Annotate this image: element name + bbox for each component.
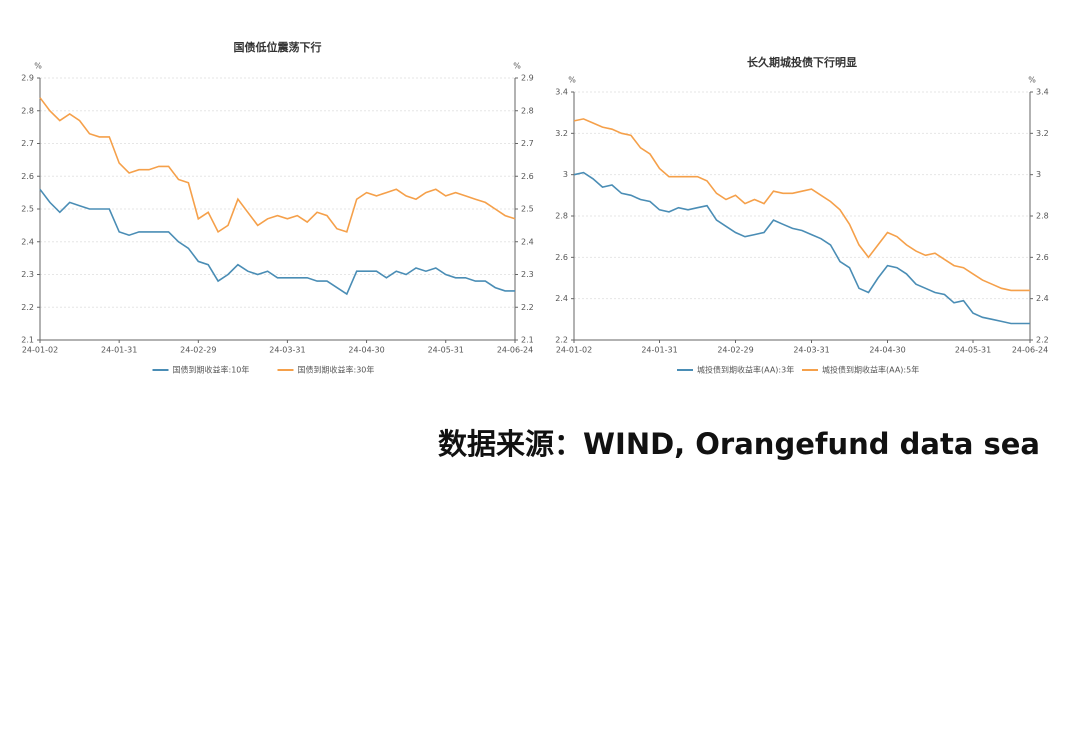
y-tick-label: 2.6 <box>21 172 34 181</box>
chart-title: 国债低位震荡下行 <box>234 40 322 54</box>
series-line <box>573 118 1030 292</box>
source-note: 数据来源：WIND, Orangefund data sea <box>438 427 1040 461</box>
legend-label: 城投债到期收益率(AA):5年 <box>822 365 919 375</box>
legend-label: 国债到期收益率:10年 <box>173 365 250 375</box>
y-tick-label: 2.2 <box>21 303 34 312</box>
y-tick-label: 2.1 <box>21 336 34 345</box>
y-tick-label: 3.4 <box>555 88 568 97</box>
y-tick-label: 2.7 <box>21 139 34 148</box>
y-tick-label: 2.3 <box>21 270 34 279</box>
y2-tick-label: 2.4 <box>1036 294 1049 303</box>
legend-label: 城投债到期收益率(AA):3年 <box>697 365 794 375</box>
y-unit: % <box>34 62 42 71</box>
y-unit: % <box>568 76 576 85</box>
legend-label: 国债到期收益率:30年 <box>298 365 375 375</box>
x-tick-label: 24-05-31 <box>955 346 991 355</box>
y2-tick-label: 2.5 <box>521 205 534 214</box>
x-tick-label: 24-02-29 <box>180 346 216 355</box>
x-tick-label: 24-01-31 <box>641 346 677 355</box>
y-tick-label: 2.5 <box>21 205 34 214</box>
x-tick-label: 24-03-31 <box>793 346 829 355</box>
x-tick-label: 24-04-30 <box>869 346 905 355</box>
y2-tick-label: 2.3 <box>521 270 534 279</box>
x-tick-label: 24-01-02 <box>22 346 58 355</box>
y2-tick-label: 2.8 <box>521 106 534 115</box>
y2-tick-label: 2.1 <box>521 336 534 345</box>
x-tick-label: 24-01-02 <box>556 346 592 355</box>
x-tick-label: 24-04-30 <box>348 346 384 355</box>
y-tick-label: 2.2 <box>555 336 568 345</box>
y2-tick-label: 2.9 <box>521 74 534 83</box>
series-line <box>39 188 515 296</box>
y-tick-label: 2.8 <box>21 106 34 115</box>
x-tick-label: 24-06-24 <box>497 346 533 355</box>
y2-tick-label: 2.4 <box>521 237 534 246</box>
y-tick-label: 2.8 <box>555 212 568 221</box>
y2-tick-label: 2.2 <box>1036 336 1049 345</box>
series-line <box>39 97 516 234</box>
y-tick-label: 2.4 <box>21 237 34 246</box>
y2-tick-label: 2.6 <box>1036 253 1049 262</box>
y2-tick-label: 2.2 <box>521 303 534 312</box>
y2-tick-label: 2.7 <box>521 139 534 148</box>
y2-unit: % <box>513 62 521 71</box>
chart-title: 长久期城投债下行明显 <box>747 55 857 69</box>
y2-tick-label: 3.2 <box>1036 129 1049 138</box>
y-tick-label: 2.9 <box>21 74 34 83</box>
y2-tick-label: 2.8 <box>1036 212 1049 221</box>
y2-unit: % <box>1028 76 1036 85</box>
x-tick-label: 24-02-29 <box>717 346 753 355</box>
y2-tick-label: 2.6 <box>521 172 534 181</box>
x-tick-label: 24-05-31 <box>428 346 464 355</box>
y-tick-label: 3.2 <box>555 129 568 138</box>
y2-tick-label: 3.4 <box>1036 88 1049 97</box>
x-tick-label: 24-06-24 <box>1012 346 1048 355</box>
x-tick-label: 24-01-31 <box>101 346 137 355</box>
y-tick-label: 2.4 <box>555 294 568 303</box>
y-tick-label: 3 <box>563 170 568 179</box>
series-line <box>573 171 1030 325</box>
x-tick-label: 24-03-31 <box>269 346 305 355</box>
y2-tick-label: 3 <box>1036 170 1041 179</box>
y-tick-label: 2.6 <box>555 253 568 262</box>
